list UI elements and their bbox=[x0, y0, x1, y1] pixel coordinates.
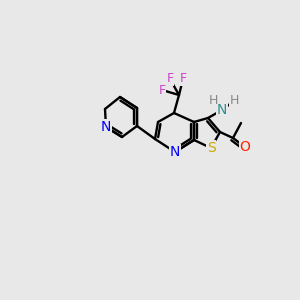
Text: H: H bbox=[229, 94, 239, 107]
Text: N: N bbox=[101, 120, 111, 134]
Text: N: N bbox=[170, 145, 180, 159]
Text: F: F bbox=[167, 73, 174, 85]
Text: H: H bbox=[208, 94, 218, 107]
Text: N: N bbox=[217, 103, 227, 117]
Text: O: O bbox=[240, 140, 250, 154]
Text: F: F bbox=[158, 83, 166, 97]
Text: F: F bbox=[179, 73, 187, 85]
Text: S: S bbox=[207, 141, 215, 155]
